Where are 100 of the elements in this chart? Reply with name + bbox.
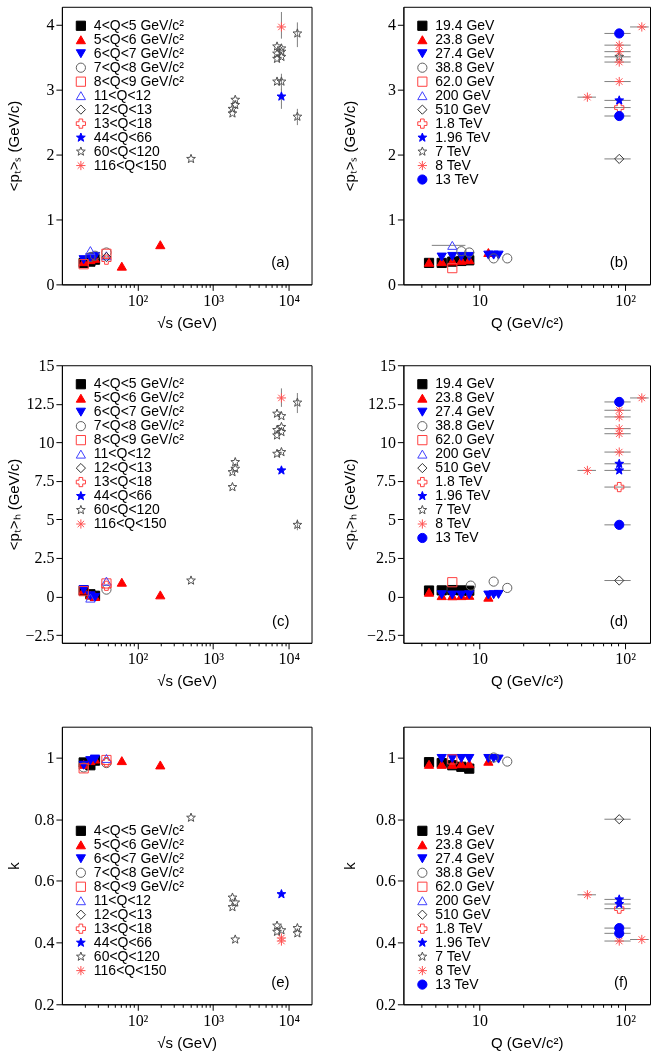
legend-label: 19.4 GeV	[435, 16, 496, 33]
legend-label: 8 TeV	[435, 961, 472, 978]
x-axis-title: Q (GeV/c²)	[491, 1033, 564, 1051]
y-tick-label: 5	[387, 510, 396, 528]
annotation: (b)	[609, 253, 629, 271]
legend-label: 23.8 GeV	[435, 835, 496, 852]
x-tick-label: 10³	[203, 1011, 225, 1029]
annotation: (a)	[271, 253, 290, 271]
x-tick-label: 10	[472, 1011, 489, 1029]
x-tick-label: 10	[472, 291, 489, 309]
legend-label: 62.0 GeV	[435, 431, 496, 448]
y-tick-label: 4	[387, 15, 396, 33]
legend-label: 62.0 GeV	[435, 877, 496, 894]
legend-label: 200 GeV	[435, 891, 492, 908]
y-tick-label: 0.4	[34, 934, 55, 952]
x-tick-label: 10⁴	[278, 291, 301, 309]
legend-label: 8 TeV	[435, 156, 472, 173]
x-tick-label: 10³	[203, 291, 225, 309]
y-tick-label: 10	[38, 433, 55, 451]
legend-label: 200 GeV	[435, 445, 492, 462]
y-tick-label: 2.5	[375, 549, 396, 567]
y-tick-label: 3	[46, 80, 55, 98]
y-tick-label: 0.2	[34, 995, 55, 1013]
legend-label: 19.4 GeV	[435, 821, 496, 838]
y-tick-label: 1	[387, 210, 396, 228]
y-axis-title: k	[340, 861, 358, 870]
x-tick-label: 10⁴	[278, 1011, 301, 1029]
legend-label: 38.8 GeV	[435, 58, 496, 75]
legend-label: 4<Q<5 GeV/c²	[93, 375, 185, 392]
legend-label: 510 GeV	[435, 100, 492, 117]
annotation: (f)	[613, 973, 629, 991]
y-tick-label: 0	[46, 275, 55, 293]
y-tick-label: 10	[379, 433, 396, 451]
annotation: (c)	[272, 611, 290, 629]
y-tick-label: −2.5	[25, 626, 55, 644]
annotation: (e)	[271, 973, 290, 991]
legend-label: 510 GeV	[435, 905, 492, 922]
x-tick-label: 10²	[615, 650, 637, 668]
y-axis-title: <pₜ>ₕ (GeV/c)	[340, 458, 358, 551]
x-tick-label: 10³	[203, 650, 225, 668]
y-tick-label: 0.6	[375, 872, 396, 890]
x-tick-label: 10²	[127, 291, 149, 309]
legend-label: 19.4 GeV	[435, 375, 496, 392]
y-tick-label: 12.5	[26, 395, 55, 413]
legend-label: 27.4 GeV	[435, 849, 496, 866]
legend-label: 27.4 GeV	[435, 44, 496, 61]
x-axis-title: Q (GeV/c²)	[491, 313, 564, 331]
legend-label: 7 TeV	[435, 947, 472, 964]
x-tick-label: 10²	[127, 650, 149, 668]
y-axis-title: <pₜ>ₕ (GeV/c)	[5, 458, 23, 551]
y-tick-label: 1	[46, 749, 55, 767]
y-tick-label: 0	[387, 275, 396, 293]
y-tick-label: 5	[46, 510, 55, 528]
y-tick-label: 4	[46, 15, 55, 33]
y-tick-label: 2	[387, 145, 396, 163]
legend-label: 510 GeV	[435, 459, 492, 476]
legend-label: 23.8 GeV	[435, 30, 496, 47]
y-tick-label: 0.8	[34, 810, 55, 828]
legend-label: 27.4 GeV	[435, 403, 496, 420]
x-tick-label: 10⁴	[278, 650, 301, 668]
x-tick-label: 10²	[127, 1011, 149, 1029]
legend-label: 7 TeV	[435, 142, 472, 159]
y-tick-label: 0.8	[375, 810, 396, 828]
y-tick-label: 0.6	[34, 872, 55, 890]
y-tick-label: 7.5	[34, 472, 55, 490]
annotation: (d)	[609, 611, 629, 629]
legend-label: 23.8 GeV	[435, 389, 496, 406]
y-tick-label: 1	[46, 210, 55, 228]
legend-label: 1.8 TeV	[435, 114, 484, 131]
x-axis-title: √s (GeV)	[157, 1033, 218, 1051]
y-tick-label: 2	[46, 145, 55, 163]
x-axis-title: Q (GeV/c²)	[491, 672, 564, 690]
legend-label: 1.96 TeV	[435, 933, 491, 950]
y-tick-label: 0.4	[375, 934, 396, 952]
legend-label: 38.8 GeV	[435, 417, 496, 434]
y-tick-label: 12.5	[367, 395, 396, 413]
legend-label: 62.0 GeV	[435, 72, 496, 89]
legend-label: 200 GeV	[435, 86, 492, 103]
legend-label: 4<Q<5 GeV/c²	[93, 821, 185, 838]
legend-label: 38.8 GeV	[435, 863, 496, 880]
y-tick-label: 1	[387, 749, 396, 767]
y-axis-title: k	[5, 861, 23, 870]
x-axis-title: √s (GeV)	[157, 672, 218, 690]
y-axis-title: <pₜ>ₛ (GeV/c)	[340, 100, 358, 192]
legend-label: 1.96 TeV	[435, 487, 491, 504]
y-tick-label: 7.5	[375, 472, 396, 490]
y-tick-label: 3	[387, 80, 396, 98]
y-tick-label: 15	[379, 356, 396, 374]
y-tick-label: 2.5	[34, 549, 55, 567]
y-tick-label: 0	[46, 588, 55, 606]
x-tick-label: 10	[472, 650, 489, 668]
legend-label: 1.8 TeV	[435, 919, 484, 936]
y-tick-label: 15	[38, 356, 55, 374]
y-tick-label: 0	[387, 588, 396, 606]
legend-label: 13 TeV	[435, 975, 480, 992]
y-axis-title: <pₜ>ₛ (GeV/c)	[5, 100, 23, 192]
legend-label: 1.96 TeV	[435, 128, 491, 145]
legend-label: 4<Q<5 GeV/c²	[93, 16, 185, 33]
legend-label: 1.8 TeV	[435, 473, 484, 490]
x-tick-label: 10²	[615, 1011, 637, 1029]
